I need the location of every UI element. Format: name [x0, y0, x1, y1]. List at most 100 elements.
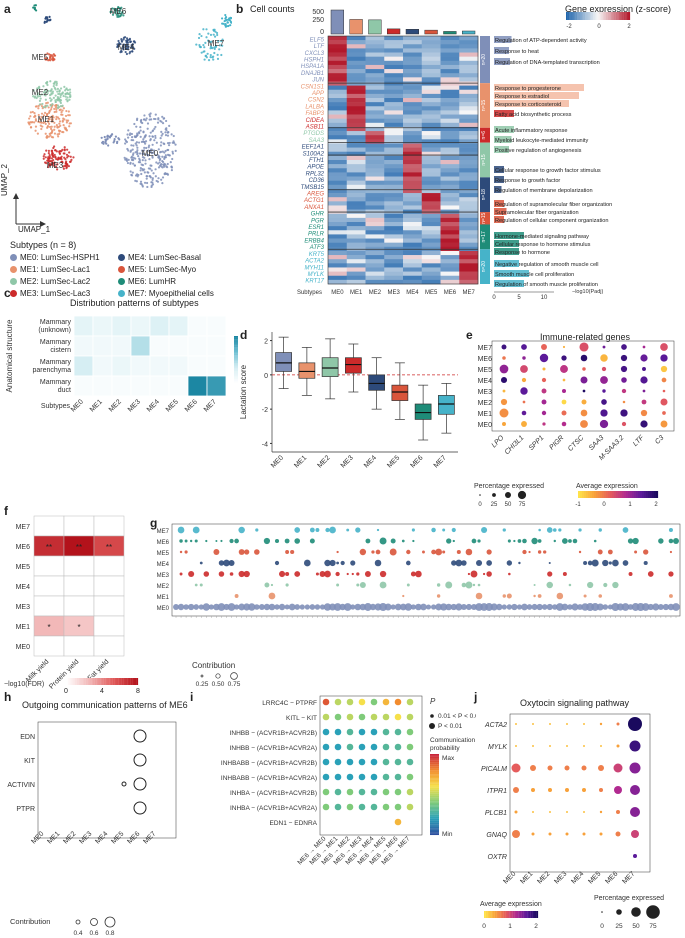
umap-point — [143, 146, 146, 149]
umap-point — [44, 132, 47, 135]
heatmap-cell — [440, 151, 460, 157]
gene-label: HSPH1 — [304, 57, 324, 63]
umap-point — [52, 155, 55, 159]
g-dot — [406, 549, 411, 555]
heatmap-cell — [346, 40, 366, 45]
heatmap-cell — [459, 77, 479, 82]
i-dot — [346, 758, 354, 766]
umap-point — [216, 57, 220, 60]
heatmap-cell — [365, 197, 385, 202]
e-pct-tick: 50 — [505, 502, 512, 508]
umap-cluster-ME7 — [195, 28, 224, 62]
go-bar — [494, 58, 510, 65]
umap-point — [68, 98, 71, 101]
j-pct-dot — [646, 905, 660, 919]
heatmap-cell — [365, 44, 385, 49]
g-dot — [431, 549, 436, 555]
heatmap-cell — [346, 250, 366, 256]
umap-point — [161, 176, 165, 179]
d-x-tick: ME3 — [340, 454, 355, 469]
col-label: ME4 — [146, 398, 161, 413]
heatmap-cell — [346, 164, 366, 169]
heatmap-cell — [346, 271, 366, 277]
umap-point — [148, 157, 151, 161]
e-dot — [539, 353, 549, 363]
subtype-tick: ME3 — [387, 290, 400, 296]
umap-point — [48, 153, 51, 157]
umap-point — [117, 14, 120, 17]
i-dot — [394, 758, 402, 766]
umap-point — [66, 99, 69, 102]
j-dot — [512, 830, 520, 838]
umap-point — [203, 50, 206, 53]
go-term-label: Response to progesterone — [495, 86, 561, 92]
e-dot — [600, 409, 608, 417]
g-dot — [375, 549, 381, 555]
j-dot — [633, 854, 637, 858]
umap-point — [139, 135, 142, 138]
g-dot — [356, 583, 360, 587]
umap-point — [139, 182, 142, 185]
g-dot — [568, 539, 572, 543]
heatmap-panel: 5002500ELF5LTFCXCL3HSPH1HSPA1ADNAJB1JUNC… — [297, 9, 631, 300]
i-dot — [322, 758, 330, 766]
i-dot — [382, 788, 390, 796]
j-dot — [631, 830, 639, 838]
e-gene-label: C3 — [654, 434, 665, 445]
j-dot — [549, 811, 551, 813]
g-dot — [431, 527, 436, 533]
g-dot — [177, 526, 185, 534]
j-dot — [629, 740, 641, 752]
heatmap-cell — [421, 147, 441, 153]
i-dot — [394, 713, 402, 721]
umap-point — [50, 98, 53, 101]
expr-legend-swatch — [567, 12, 570, 20]
heatmap-cell — [346, 160, 366, 165]
g-frame — [171, 523, 681, 617]
g-dot — [220, 539, 223, 543]
heatmap-cell — [403, 222, 423, 227]
umap-point — [56, 104, 60, 107]
umap-point — [49, 53, 52, 57]
e-row-label: ME4 — [478, 378, 493, 385]
umap-point — [67, 114, 70, 117]
heatmap-cell — [403, 81, 423, 86]
legend-label: ME4: LumSec-Basal — [128, 253, 201, 262]
g-dot — [285, 571, 290, 577]
umap-point — [145, 117, 148, 120]
heatmap-cell — [440, 98, 460, 103]
umap-point — [48, 125, 52, 129]
row-label: cistern — [50, 347, 71, 354]
umap-point — [128, 133, 132, 137]
heatmap-cell — [365, 36, 385, 41]
heatmap-cell — [440, 44, 460, 49]
go-tick: 0 — [492, 295, 496, 300]
heatmap-cell — [328, 275, 348, 281]
heatmap-cell — [459, 279, 479, 285]
f-row-label: ME0 — [16, 644, 31, 651]
module-tag: n=18 — [481, 189, 487, 200]
i-dot — [394, 743, 402, 751]
i-dot — [382, 758, 390, 766]
umap-point — [46, 159, 49, 162]
j-dot — [515, 723, 517, 725]
gene-label: CIDEA — [306, 118, 324, 124]
expr-legend — [566, 12, 631, 20]
heatmap-cell — [365, 131, 385, 136]
heatmap-cell — [403, 135, 423, 140]
heatmap-cell — [440, 114, 460, 119]
umap-point — [156, 162, 160, 165]
g-dot — [513, 539, 516, 543]
i-dot — [406, 728, 414, 736]
umap-point — [120, 49, 123, 53]
umap-point — [113, 11, 116, 14]
or-legend-swatch — [234, 376, 238, 378]
heatmap-cell — [421, 184, 441, 190]
heatmap-cell — [421, 64, 441, 70]
g-dot — [379, 570, 387, 578]
expr-legend-swatch — [586, 12, 589, 20]
i-dot — [394, 803, 402, 811]
g-dot — [333, 603, 342, 611]
umap-point — [58, 108, 61, 112]
heatmap-cell — [365, 205, 385, 210]
